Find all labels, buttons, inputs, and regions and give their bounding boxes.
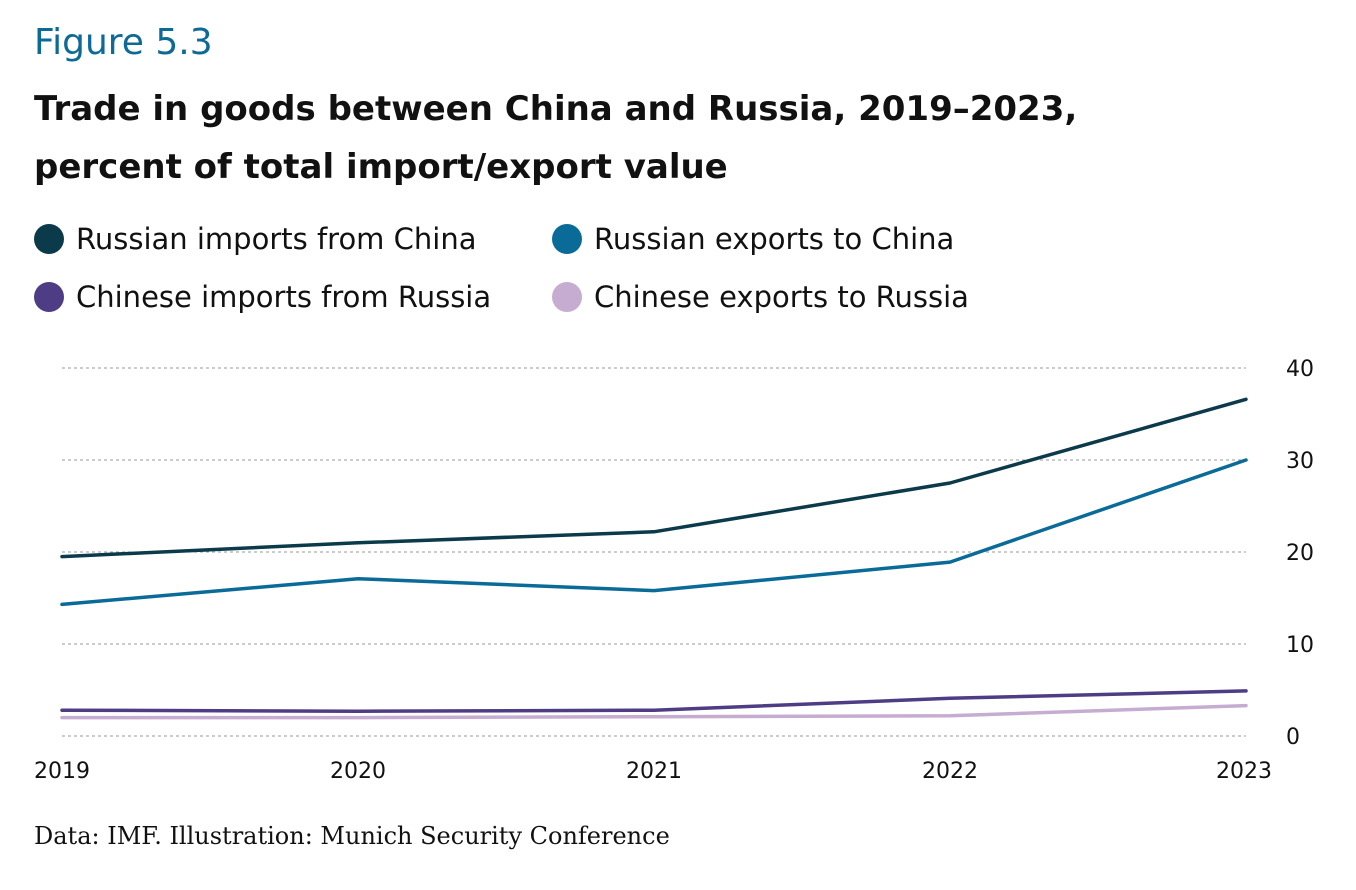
y-tick-label-20: 20	[1286, 541, 1314, 566]
chart-title-line-1: Trade in goods between China and Russia,…	[34, 89, 1078, 129]
legend-item-chinese-exports: Chinese exports to Russia	[552, 280, 969, 314]
x-tick-label-2022: 2022	[922, 759, 978, 784]
x-tick-label-2021: 2021	[626, 759, 682, 784]
legend-swatch-chinese-exports	[552, 282, 582, 312]
y-tick-label-10: 10	[1286, 633, 1314, 658]
y-tick-label-30: 30	[1286, 449, 1314, 474]
series-line-chinese-imports-from-russia	[60, 689, 1248, 713]
legend-label-russian-exports: Russian exports to China	[594, 222, 955, 256]
x-tick-label-2023: 2023	[1216, 759, 1272, 784]
x-tick-label-2020: 2020	[330, 759, 386, 784]
legend-label-chinese-imports: Chinese imports from Russia	[76, 280, 492, 314]
legend-swatch-chinese-imports	[34, 282, 64, 312]
y-tick-label-0: 0	[1286, 725, 1300, 750]
legend-item-chinese-imports: Chinese imports from Russia	[34, 280, 491, 314]
figure-label: Figure 5.3	[34, 22, 213, 63]
legend-item-russian-exports: Russian exports to China	[552, 222, 954, 256]
legend-label-chinese-exports: Chinese exports to Russia	[594, 280, 969, 314]
y-tick-label-40: 40	[1286, 357, 1314, 382]
x-tick-label-2019: 2019	[34, 759, 90, 784]
legend-swatch-russian-imports	[34, 224, 64, 254]
source-note: Data: IMF. Illustration: Munich Security…	[34, 822, 670, 850]
series-line-russian-exports-to-china	[60, 458, 1248, 607]
legend-item-russian-imports: Russian imports from China	[34, 222, 477, 256]
chart-title: Trade in goods between China and Russia,…	[34, 80, 1234, 196]
legend-label-russian-imports: Russian imports from China	[76, 222, 477, 256]
chart-title-line-2: percent of total import/export value	[34, 147, 728, 187]
series-line-russian-imports-from-china	[60, 397, 1248, 559]
legend-swatch-russian-exports	[552, 224, 582, 254]
series-line-chinese-exports-to-russia	[60, 703, 1248, 720]
